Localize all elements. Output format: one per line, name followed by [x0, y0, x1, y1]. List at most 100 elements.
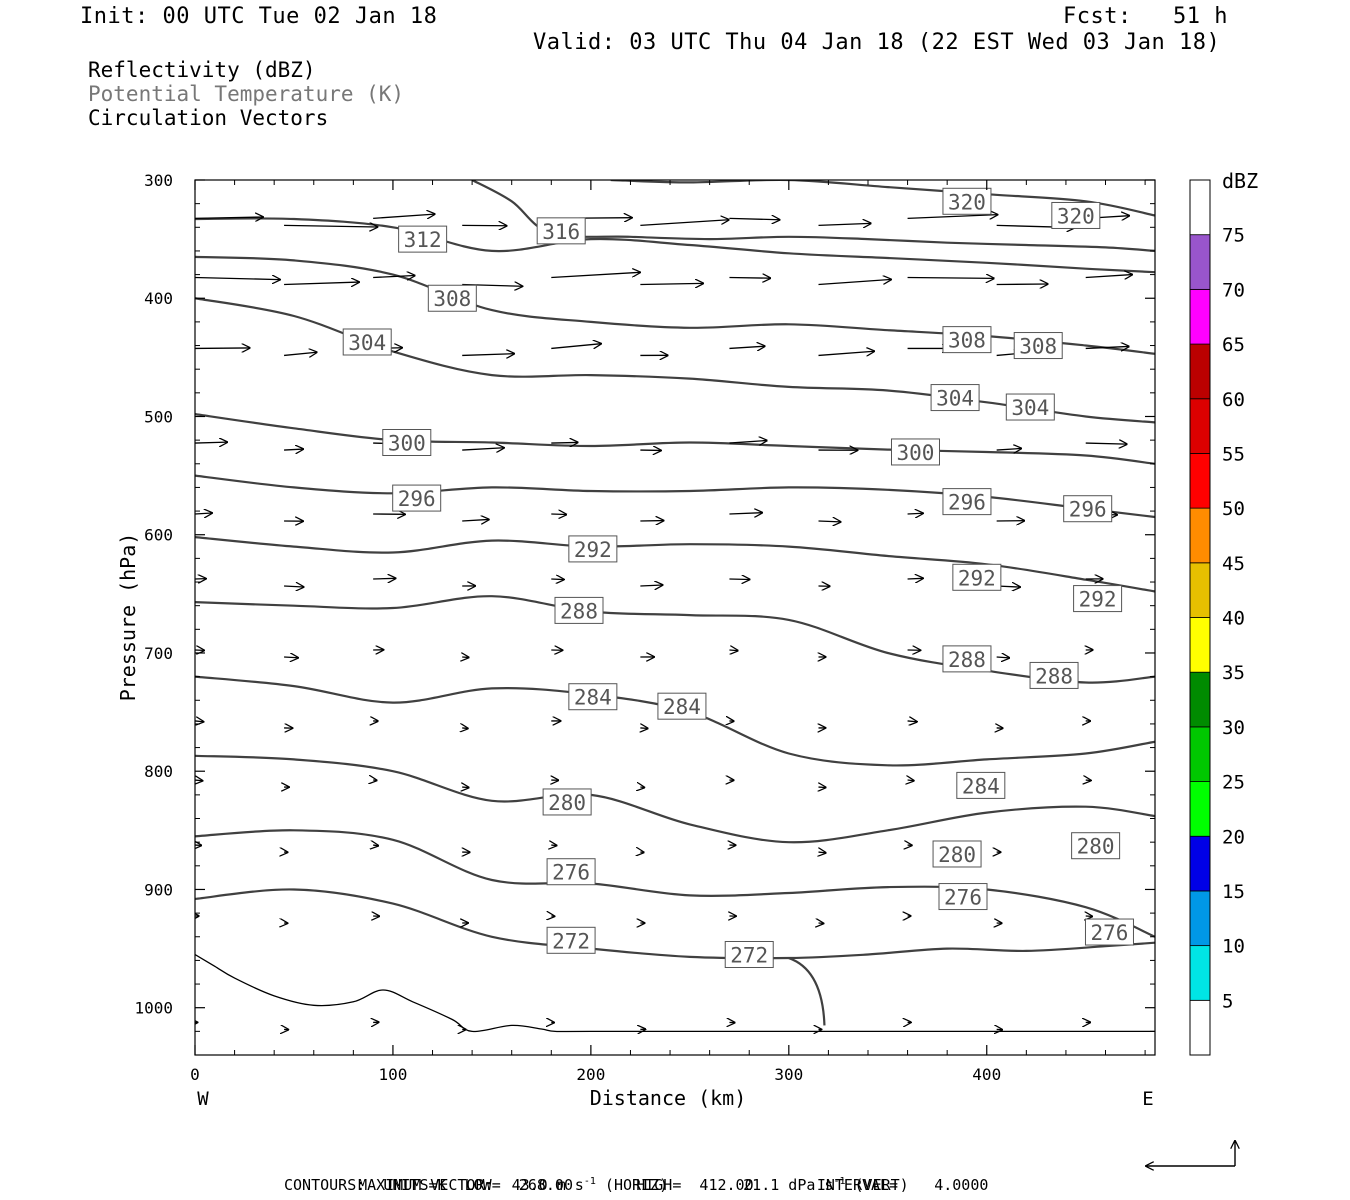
color-bar: 5 10 15 20 25 30 35 40 45 50 55 60 65 70 75 [1189, 179, 1245, 1056]
contour-label-text: 320 [1057, 204, 1095, 228]
contour-label-box [546, 858, 596, 886]
circulation-vector [729, 650, 737, 651]
valid-time: Valid: 03 UTC Thu 04 Jan 18 (22 EST Wed … [533, 30, 1221, 55]
contour-label-296: 296 [392, 484, 442, 512]
circulation-vector [729, 218, 779, 219]
circulation-vector [640, 283, 703, 284]
circulation-vector [907, 721, 917, 722]
theta-contours [195, 180, 1155, 960]
contour-label-box [952, 563, 1002, 591]
contour-label-text: 284 [574, 686, 612, 710]
contour-label-316: 316 [536, 217, 586, 245]
contour-label-box [1071, 832, 1121, 860]
color-bar-label: 10 [1222, 936, 1245, 958]
contour-label-text: 292 [574, 538, 612, 562]
contour-label-280: 280 [1071, 832, 1121, 860]
circulation-vector [195, 278, 280, 280]
contour-label-text: 320 [948, 190, 986, 214]
circulation-vector [284, 586, 304, 587]
contour-label-box [542, 788, 592, 816]
x-tick-label: 0 [190, 1065, 200, 1084]
y-tick-label: 800 [144, 762, 173, 781]
contour-label-box [546, 926, 596, 954]
color-bar-segment [1189, 781, 1211, 837]
color-bar-label: 20 [1222, 826, 1245, 848]
contour-label-284: 284 [568, 683, 618, 711]
color-bar-frame [1189, 179, 1211, 1056]
contour-info: CONTOURS: UNITS=K LOW= 268.00 HIGH= 412.… [284, 1176, 989, 1194]
contour-label-288: 288 [942, 645, 992, 673]
circulation-vector [462, 728, 468, 729]
circulation-vector [373, 214, 434, 218]
circulation-vector [551, 272, 640, 279]
contour-label-box [568, 683, 618, 711]
color-bar-label: 75 [1222, 225, 1245, 247]
init-time: Init: 00 UTC Tue 02 Jan 18 [80, 4, 438, 29]
max-vector-vert-exp: -1 [833, 1176, 846, 1187]
theta-contour-280 [195, 754, 1155, 844]
color-bar-segment [1189, 179, 1211, 236]
color-bar-segment [1189, 343, 1211, 400]
circulation-vector [729, 278, 770, 279]
circulation-vector [195, 442, 227, 443]
circulation-vector [907, 513, 923, 514]
contour-label-text: 308 [433, 287, 471, 311]
field-reflectivity: Reflectivity (dBZ) [88, 58, 316, 82]
circulation-vector [284, 657, 298, 658]
contour-label-text: 276 [944, 886, 982, 910]
color-bar-label: 50 [1222, 498, 1245, 520]
color-bar-segment [1189, 671, 1211, 728]
circulation-vector [1085, 275, 1132, 278]
contour-label-292: 292 [1073, 585, 1123, 613]
color-bar-unit: dBZ [1222, 169, 1258, 193]
contour-label-308: 308 [942, 326, 992, 354]
contour-label-box [942, 488, 992, 516]
contour-label-box [1005, 393, 1055, 421]
contour-label-296: 296 [1063, 495, 1113, 523]
theta-contour-312 [195, 217, 1155, 274]
contour-label-box [342, 328, 392, 356]
contour-label-box [1073, 585, 1123, 613]
color-bar-segment [1189, 945, 1211, 1001]
color-bar-label: 60 [1222, 389, 1245, 411]
contour-label-box [382, 429, 432, 456]
contour-label-box [942, 187, 992, 215]
contour-label-text: 316 [542, 220, 580, 244]
circulation-vector [462, 519, 489, 521]
contour-label-text: 296 [398, 487, 436, 511]
x-end-label-east: E [1142, 1088, 1153, 1110]
contour-label-text: 296 [1069, 498, 1107, 522]
contour-label-box [1051, 201, 1101, 229]
theta-contour-300 [195, 413, 1155, 465]
x-tick-label: 200 [576, 1065, 605, 1084]
color-bar-label: 30 [1222, 717, 1245, 739]
contour-label-box [1084, 918, 1134, 946]
contour-label-text: 304 [936, 387, 974, 411]
contour-label-text: 304 [1011, 396, 1049, 420]
y-tick-label: 900 [144, 880, 173, 899]
contour-label-text: 284 [663, 695, 701, 719]
contour-label-text: 280 [938, 843, 976, 867]
max-vector-vert: 21.1 dPa s [743, 1176, 834, 1194]
circulation-vector [195, 513, 212, 514]
color-bar-label: 35 [1222, 662, 1245, 684]
contour-label-308: 308 [1013, 332, 1063, 360]
circulation-vector [819, 852, 826, 853]
contour-label-box [398, 225, 448, 253]
contour-label-box [1063, 495, 1113, 523]
contour-label-text: 276 [552, 861, 590, 885]
contour-label-text: 276 [1091, 921, 1129, 945]
x-end-label-west: W [197, 1088, 209, 1110]
contour-label-312: 312 [398, 225, 448, 253]
reflectivity-contour [195, 953, 1155, 1033]
circulation-vector [996, 284, 1048, 285]
contour-label-box [930, 384, 980, 412]
contour-label-box [932, 840, 982, 868]
contour-label-284: 284 [956, 771, 1006, 799]
x-tick-label: 400 [972, 1065, 1001, 1084]
contour-label-box [554, 596, 604, 624]
contour-label-300: 300 [382, 429, 432, 456]
circulation-vector [284, 352, 317, 355]
color-bar-segment [1189, 234, 1211, 290]
contour-label-320: 320 [942, 187, 992, 215]
